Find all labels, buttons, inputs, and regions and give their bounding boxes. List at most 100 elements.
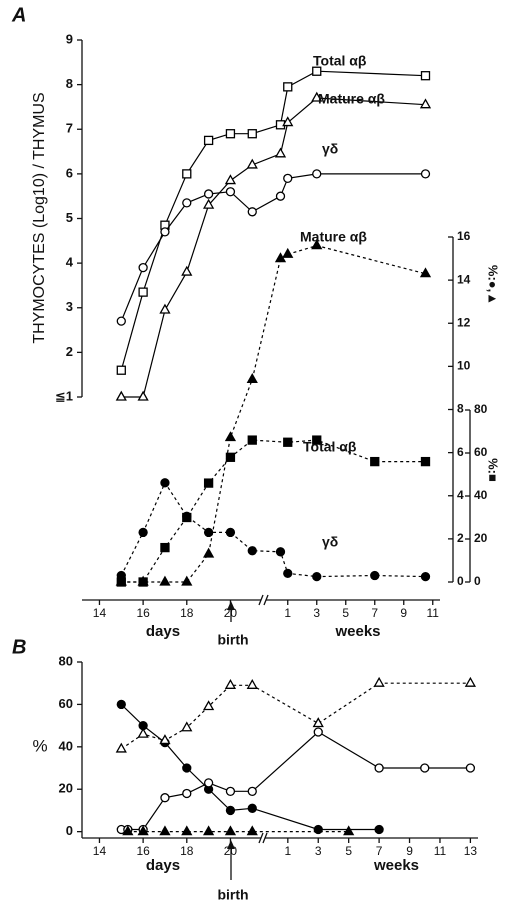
triangle-marker xyxy=(202,700,215,711)
triangle-marker xyxy=(159,575,171,586)
y-axis-title: % xyxy=(32,736,47,755)
y3-tick-label: 80 xyxy=(474,402,488,416)
triangle-marker xyxy=(224,174,237,185)
x-tick-label: 14 xyxy=(93,606,107,620)
square-marker xyxy=(247,435,257,445)
square-marker xyxy=(138,287,148,297)
axis-break xyxy=(258,832,264,844)
square-marker xyxy=(160,542,170,553)
series-label: γδ xyxy=(322,141,338,157)
triangle-marker xyxy=(115,742,127,753)
circle-marker xyxy=(312,571,322,582)
circle-marker xyxy=(275,191,286,201)
y-tick-label: 8 xyxy=(66,76,73,91)
x-tick-label: 9 xyxy=(406,844,413,858)
square-marker xyxy=(420,456,431,467)
triangle-marker xyxy=(246,372,258,383)
circle-marker xyxy=(374,824,384,835)
y3-axis-title: %:■ xyxy=(486,458,501,482)
y-tick-label: 80 xyxy=(59,653,73,668)
circle-marker xyxy=(420,169,431,179)
x-tick-label: 5 xyxy=(345,844,352,858)
circle-marker xyxy=(283,173,293,183)
square-marker xyxy=(312,435,322,445)
circle-marker xyxy=(138,527,148,538)
y3-tick-label: 60 xyxy=(474,445,488,459)
circle-marker xyxy=(313,727,323,737)
square-marker xyxy=(283,437,293,447)
circle-marker xyxy=(160,478,170,488)
circle-marker xyxy=(138,262,148,273)
y2-axis-title: %:●,▲ xyxy=(486,265,501,305)
panel-label: B xyxy=(12,636,26,658)
axis-break xyxy=(263,594,269,606)
triangle-marker xyxy=(311,239,323,250)
triangle-marker xyxy=(224,678,237,689)
y2-tick-label: 14 xyxy=(457,272,471,286)
circle-marker xyxy=(203,778,214,788)
birth-label: birth xyxy=(217,887,248,903)
y3-tick-label: 40 xyxy=(474,488,488,502)
x-tick-label: 18 xyxy=(180,844,194,858)
circle-marker xyxy=(116,699,126,710)
series-label: Mature αβ xyxy=(318,91,385,107)
x-tick-label: 11 xyxy=(427,606,440,620)
square-marker xyxy=(370,456,380,467)
circle-marker xyxy=(313,824,323,835)
circle-marker xyxy=(225,527,236,538)
triangle-marker xyxy=(419,98,432,109)
triangle-marker xyxy=(202,198,215,209)
series-label: Total αβ xyxy=(313,53,367,69)
triangle-marker xyxy=(311,91,323,102)
birth-label: birth xyxy=(217,632,248,648)
circle-marker xyxy=(283,568,293,579)
x-tick-label: 11 xyxy=(434,844,447,858)
triangle-marker xyxy=(224,825,237,836)
axis-break xyxy=(258,594,264,606)
x-tick-label: 9 xyxy=(400,606,407,620)
circle-marker xyxy=(312,169,322,179)
circle-marker xyxy=(225,187,236,197)
circle-marker xyxy=(203,527,214,538)
series-line xyxy=(121,244,426,583)
y2-tick-label: 4 xyxy=(457,488,464,502)
circle-marker xyxy=(182,511,192,521)
series-label: Mature αβ xyxy=(300,229,367,245)
square-marker xyxy=(138,577,148,587)
triangle-marker xyxy=(137,727,149,738)
x-tick-label: 16 xyxy=(136,844,150,858)
circle-marker xyxy=(225,786,236,796)
x-axis-title: days xyxy=(146,623,180,640)
square-marker xyxy=(312,66,322,76)
x-tick-label: 13 xyxy=(464,844,478,858)
x-tick-label: 3 xyxy=(313,606,320,620)
birth-arrowhead xyxy=(227,601,235,610)
x-tick-label: 1 xyxy=(284,606,291,620)
x-tick-label: 1 xyxy=(284,844,291,858)
x-axis-title: weeks xyxy=(334,623,380,640)
y2-tick-label: 8 xyxy=(457,402,464,416)
circle-marker xyxy=(225,805,236,816)
triangle-marker xyxy=(159,825,171,836)
y2-tick-label: 0 xyxy=(457,574,464,588)
triangle-marker xyxy=(181,575,193,586)
y2-tick-label: 2 xyxy=(457,531,464,545)
x-tick-label: 16 xyxy=(136,606,150,620)
triangle-marker xyxy=(202,547,215,558)
circle-marker xyxy=(247,207,257,217)
circle-marker xyxy=(247,786,257,796)
birth-arrowhead xyxy=(227,840,235,849)
series-line xyxy=(120,682,471,750)
triangle-marker xyxy=(224,431,237,442)
triangle-marker xyxy=(115,390,127,401)
series-label: Total αβ xyxy=(303,439,357,455)
y2-tick-label: 10 xyxy=(457,359,471,373)
x-axis-title: days xyxy=(146,857,180,874)
x-tick-label: 5 xyxy=(342,606,349,620)
triangle-marker xyxy=(373,676,385,687)
circle-marker xyxy=(420,763,430,773)
circle-marker xyxy=(420,571,431,582)
triangle-marker xyxy=(202,825,215,836)
